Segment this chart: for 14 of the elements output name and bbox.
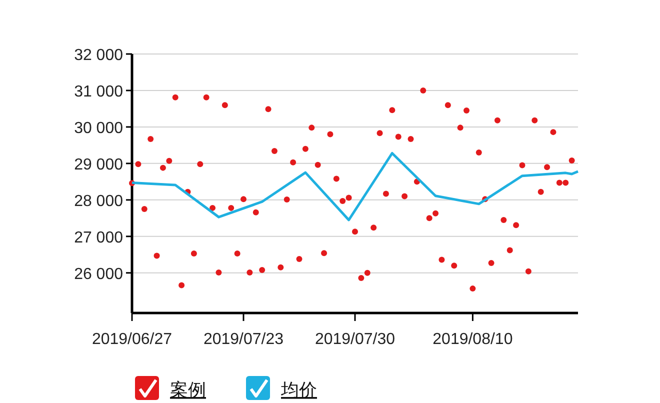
x-tick-label: 2019/07/30 [314,331,396,348]
x-tick-label: 2019/06/27 [92,331,172,348]
x-tick-label: 2019/07/23 [203,331,284,348]
legend-label: 均价 [280,380,317,400]
legend-label: 案例 [170,380,206,400]
y-tick-label: 31 000 [74,83,124,100]
y-tick-label: 26 000 [74,266,124,283]
y-tick-label: 28 000 [74,192,124,210]
y-tick-label: 29 000 [74,156,124,174]
y-tick-label: 27 000 [74,229,124,246]
line-series [130,152,580,222]
y-tick-label: 30 000 [74,120,124,137]
y-tick-label: 32 000 [74,47,124,64]
x-tick-label: 2019/08/10 [432,331,513,348]
